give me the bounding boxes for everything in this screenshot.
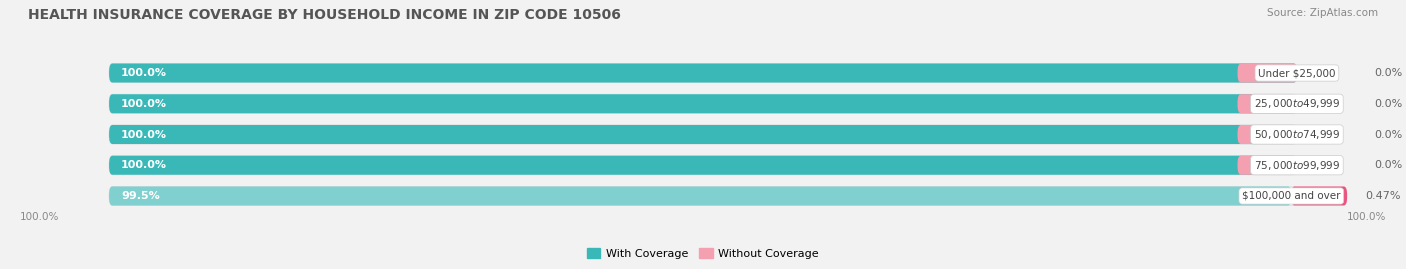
Text: 0.47%: 0.47% (1365, 191, 1400, 201)
Text: 100.0%: 100.0% (121, 99, 167, 109)
Text: Source: ZipAtlas.com: Source: ZipAtlas.com (1267, 8, 1378, 18)
FancyBboxPatch shape (110, 156, 1296, 175)
FancyBboxPatch shape (1237, 94, 1296, 113)
FancyBboxPatch shape (110, 125, 1296, 144)
Text: 0.0%: 0.0% (1374, 160, 1402, 170)
FancyBboxPatch shape (1291, 186, 1347, 206)
Text: 100.0%: 100.0% (20, 212, 59, 222)
Text: 99.5%: 99.5% (121, 191, 160, 201)
Text: 100.0%: 100.0% (121, 160, 167, 170)
FancyBboxPatch shape (110, 94, 1296, 113)
Text: 0.0%: 0.0% (1374, 68, 1402, 78)
Text: 100.0%: 100.0% (121, 68, 167, 78)
Legend: With Coverage, Without Coverage: With Coverage, Without Coverage (582, 244, 824, 263)
FancyBboxPatch shape (110, 63, 1296, 83)
FancyBboxPatch shape (1237, 156, 1296, 175)
Text: 100.0%: 100.0% (121, 129, 167, 140)
FancyBboxPatch shape (110, 186, 1291, 206)
Text: $25,000 to $49,999: $25,000 to $49,999 (1254, 97, 1340, 110)
FancyBboxPatch shape (110, 156, 1296, 175)
FancyBboxPatch shape (110, 186, 1296, 206)
Text: 0.0%: 0.0% (1374, 99, 1402, 109)
Text: $75,000 to $99,999: $75,000 to $99,999 (1254, 159, 1340, 172)
Text: Under $25,000: Under $25,000 (1258, 68, 1336, 78)
Text: $100,000 and over: $100,000 and over (1241, 191, 1340, 201)
FancyBboxPatch shape (110, 94, 1296, 113)
FancyBboxPatch shape (110, 125, 1296, 144)
Text: 100.0%: 100.0% (1347, 212, 1386, 222)
FancyBboxPatch shape (1237, 63, 1296, 83)
Text: 0.0%: 0.0% (1374, 129, 1402, 140)
FancyBboxPatch shape (1237, 125, 1296, 144)
Text: $50,000 to $74,999: $50,000 to $74,999 (1254, 128, 1340, 141)
FancyBboxPatch shape (110, 63, 1296, 83)
Text: HEALTH INSURANCE COVERAGE BY HOUSEHOLD INCOME IN ZIP CODE 10506: HEALTH INSURANCE COVERAGE BY HOUSEHOLD I… (28, 8, 621, 22)
